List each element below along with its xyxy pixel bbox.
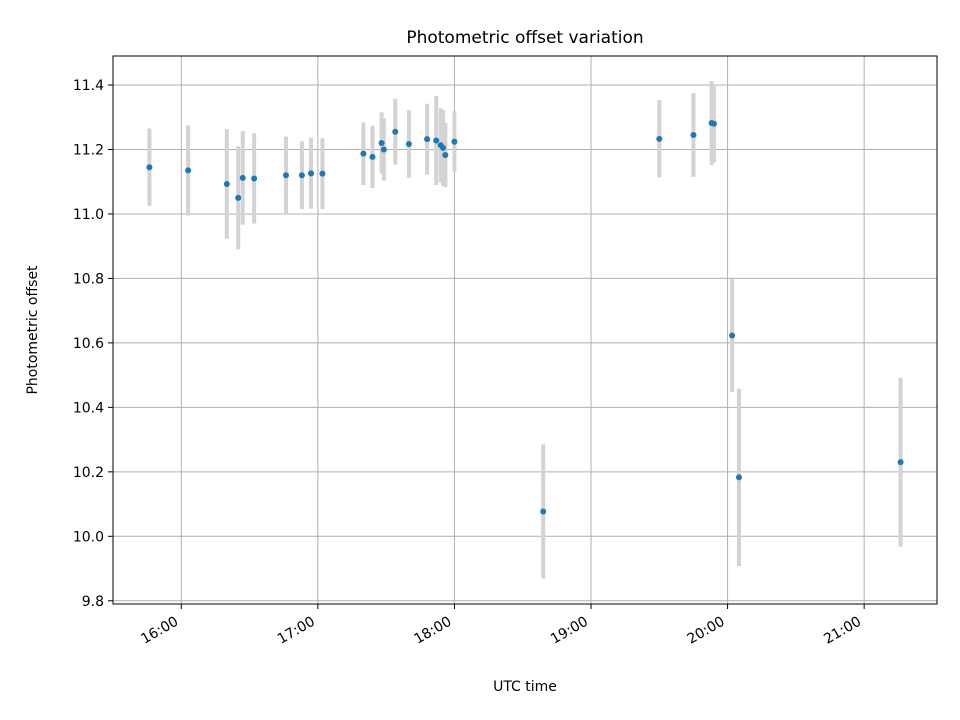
data-point <box>392 128 399 135</box>
data-point <box>440 144 447 151</box>
data-point <box>729 332 736 339</box>
y-tick-label: 10.6 <box>73 336 104 352</box>
y-tick-label: 10.2 <box>73 465 104 481</box>
data-point <box>380 146 387 153</box>
y-tick-label: 11.4 <box>73 78 104 94</box>
data-point <box>433 137 440 144</box>
data-point <box>282 172 289 179</box>
data-point <box>319 170 326 177</box>
y-tick-label: 10.8 <box>73 271 104 287</box>
data-point <box>223 180 230 187</box>
grid-lines <box>113 56 937 604</box>
data-point <box>710 120 717 127</box>
plot-frame <box>112 55 938 605</box>
data-points <box>146 120 904 515</box>
data-point <box>360 150 367 157</box>
data-point <box>735 474 742 481</box>
y-axis-ticks: 9.8 10.0 10.2 10.4 10.6 10.8 11.0 11.2 11.4 <box>73 78 113 610</box>
y-tick-label: 10.0 <box>73 529 104 545</box>
data-point <box>251 175 258 182</box>
y-axis-label: Photometric offset <box>25 265 41 395</box>
data-point <box>185 167 192 174</box>
y-tick-label: 11.2 <box>73 142 104 158</box>
data-point <box>451 138 458 145</box>
data-point <box>897 459 904 466</box>
data-point <box>298 172 305 179</box>
data-point <box>235 194 242 201</box>
chart-title: Photometric offset variation <box>406 28 643 48</box>
data-point <box>308 170 315 177</box>
data-point <box>146 164 153 171</box>
data-point <box>690 131 697 138</box>
data-point <box>442 151 449 158</box>
data-point <box>656 135 663 142</box>
data-point <box>424 136 431 143</box>
data-point <box>405 141 412 148</box>
data-point <box>540 508 547 515</box>
y-tick-label: 11.0 <box>73 207 104 223</box>
y-tick-label: 9.8 <box>82 594 104 610</box>
y-tick-label: 10.4 <box>73 400 104 416</box>
x-axis-label: UTC time <box>493 679 557 695</box>
data-point <box>378 140 385 147</box>
data-point <box>239 174 246 181</box>
data-point <box>369 153 376 160</box>
